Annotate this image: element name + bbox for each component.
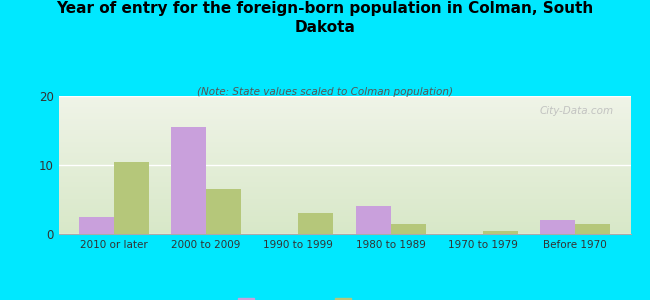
- Bar: [575, 224, 610, 234]
- Text: (Note: State values scaled to Colman population): (Note: State values scaled to Colman pop…: [197, 87, 453, 97]
- Bar: [483, 230, 518, 234]
- Bar: [391, 224, 426, 234]
- Bar: [114, 161, 149, 234]
- Legend: Colman, South Dakota: Colman, South Dakota: [233, 293, 456, 300]
- Bar: [356, 206, 391, 234]
- Bar: [171, 127, 206, 234]
- Bar: [298, 213, 333, 234]
- Text: Year of entry for the foreign-born population in Colman, South
Dakota: Year of entry for the foreign-born popul…: [57, 2, 593, 35]
- Bar: [206, 189, 241, 234]
- Bar: [79, 217, 114, 234]
- Bar: [540, 220, 575, 234]
- Text: City-Data.com: City-Data.com: [540, 106, 614, 116]
